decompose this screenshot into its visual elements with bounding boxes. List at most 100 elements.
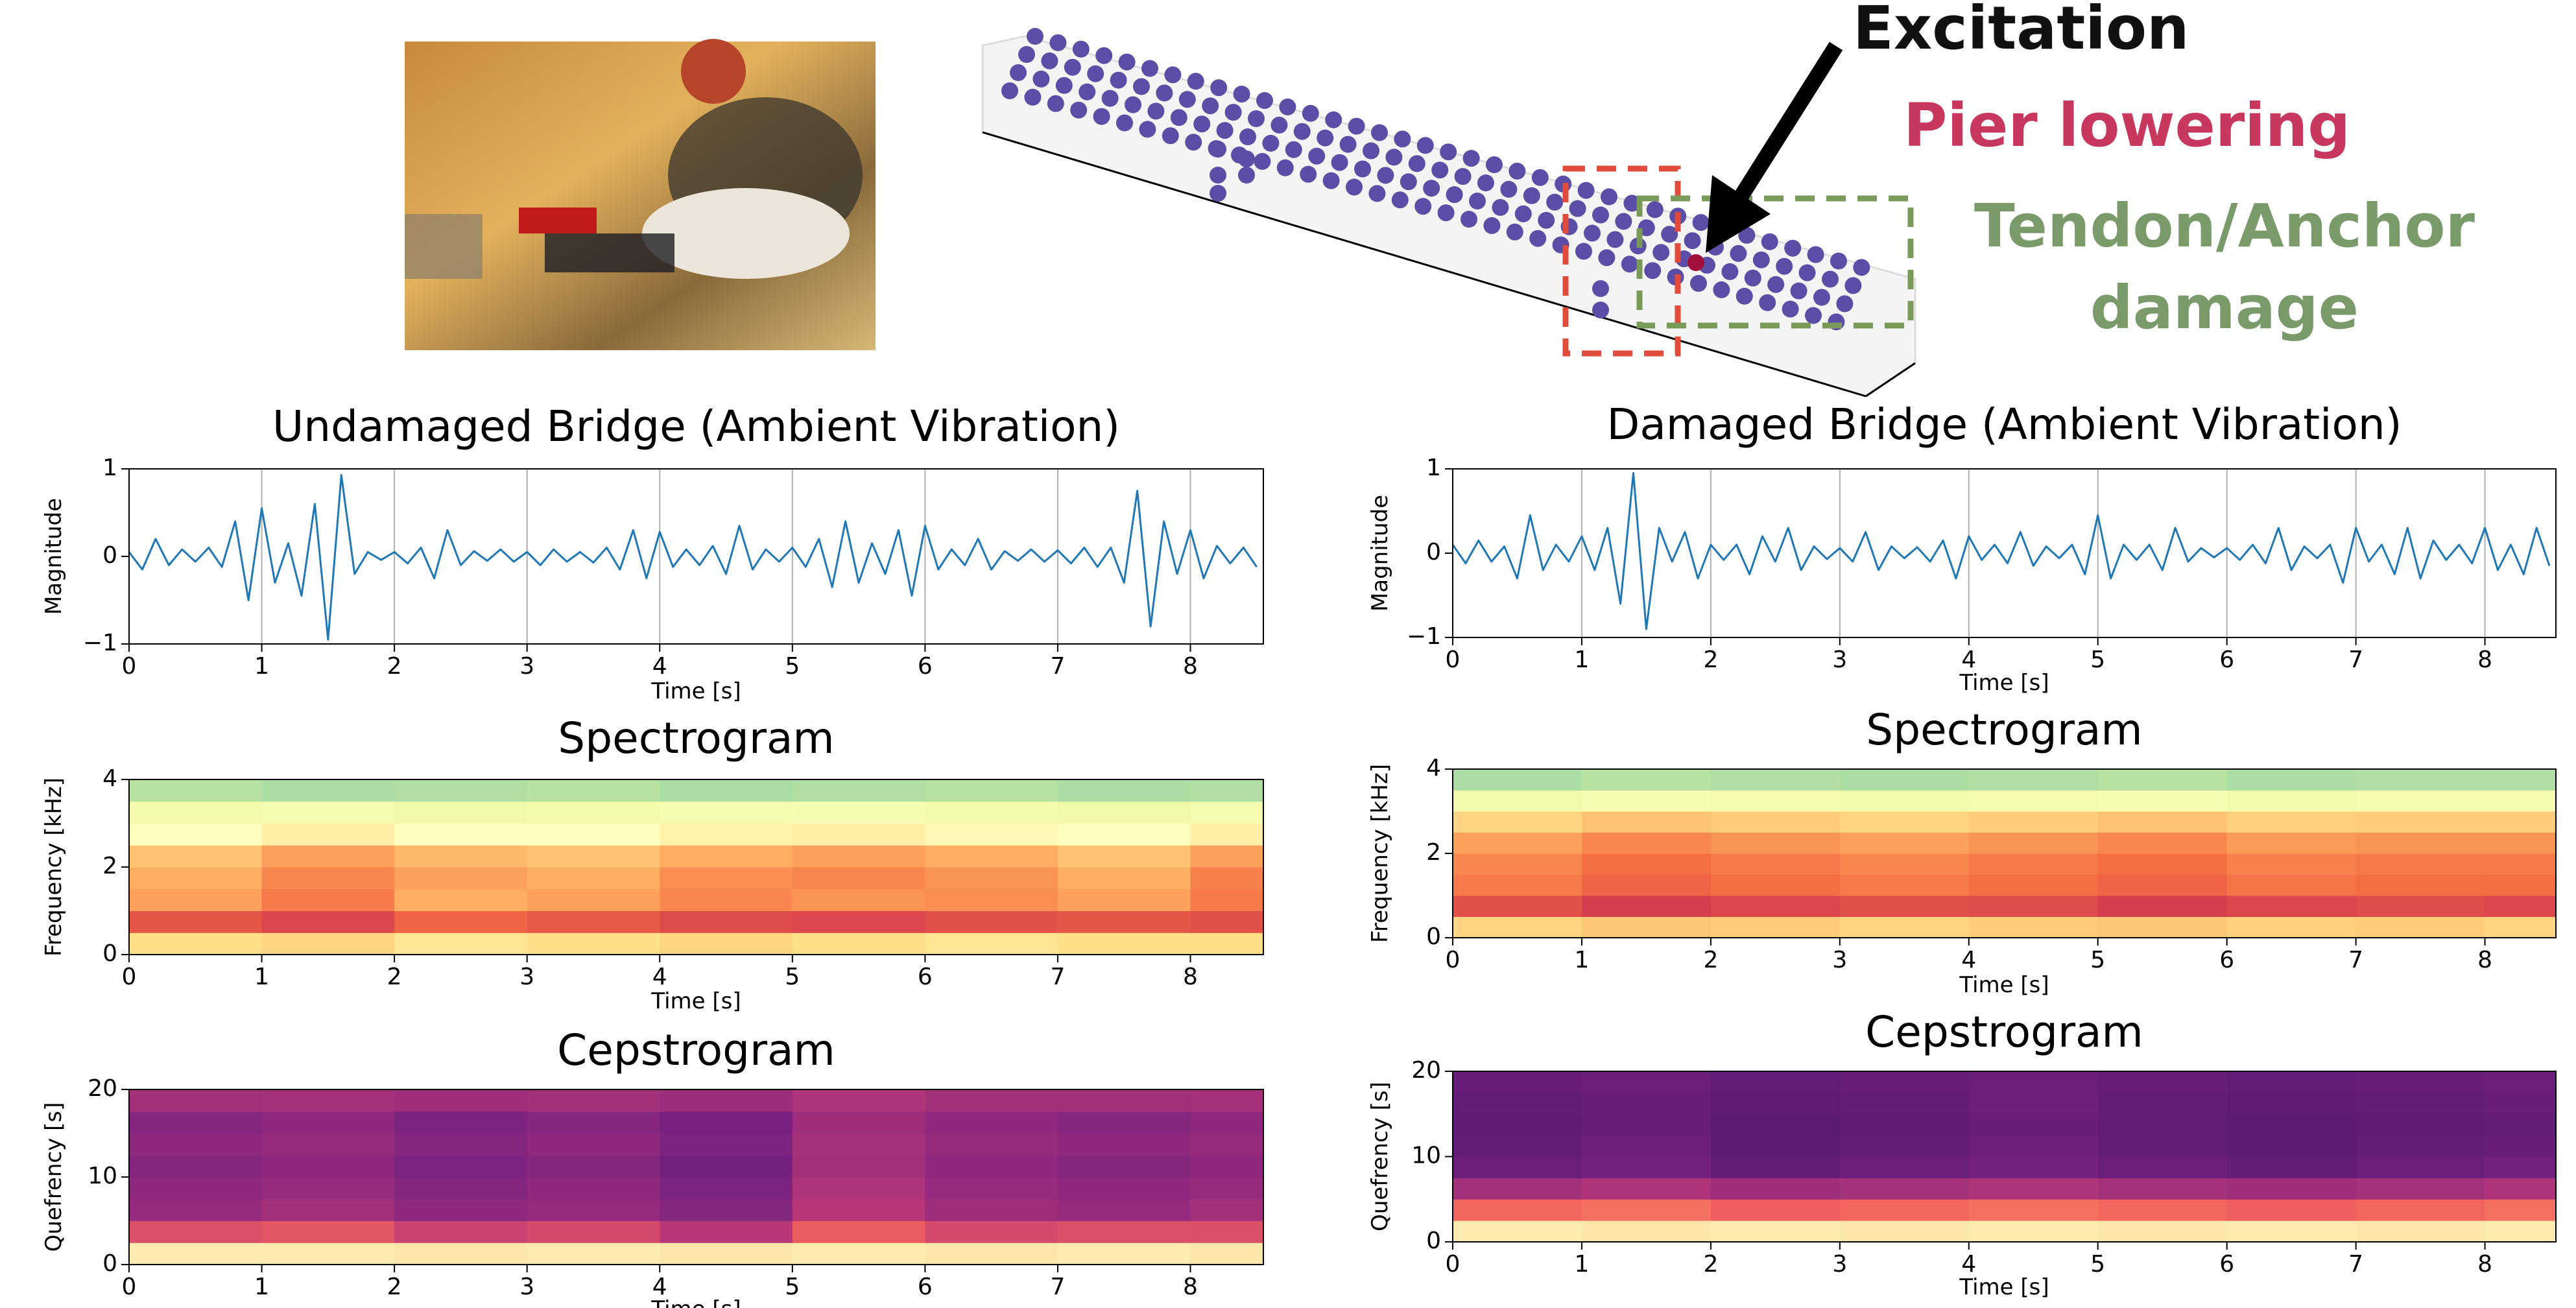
- heatmap-cell: [1840, 833, 1969, 854]
- heatmap-cell: [1969, 1093, 2098, 1114]
- bridge-node: [1759, 294, 1776, 311]
- y-tick-label: 2: [102, 853, 117, 879]
- heatmap-cell: [2485, 1178, 2557, 1199]
- heatmap-cell: [1058, 911, 1191, 933]
- heatmap-cell: [2098, 1157, 2227, 1178]
- heatmap-cell: [925, 779, 1058, 802]
- excitation-label: Excitation: [1853, 0, 2189, 63]
- bridge-node: [1354, 161, 1371, 178]
- heatmap-cell: [1582, 1136, 1711, 1157]
- y-tick-label: 1: [1426, 455, 1441, 481]
- bridge-node: [1064, 59, 1081, 76]
- heatmap-cell: [1058, 1221, 1191, 1243]
- heatmap-cell: [793, 1155, 925, 1177]
- bridge-node: [1323, 172, 1340, 189]
- tendon-label: damage: [2090, 273, 2359, 342]
- heatmap-cell: [2356, 1071, 2485, 1093]
- bridge-node: [1032, 71, 1049, 88]
- bridge-node: [1592, 302, 1609, 318]
- heatmap-cell: [1190, 1155, 1263, 1177]
- bridge-node: [1185, 134, 1202, 150]
- x-tick-label: 2: [1703, 647, 1718, 673]
- heatmap-cell: [925, 1112, 1058, 1134]
- heatmap-cell: [2485, 1136, 2557, 1157]
- heatmap-cell: [2356, 1093, 2485, 1114]
- heatmap-cell: [1190, 889, 1263, 911]
- heatmap-cell: [925, 802, 1058, 824]
- heatmap-cell: [1582, 1178, 1711, 1199]
- bridge-node: [1844, 277, 1861, 294]
- chart: Undamaged Bridge (Ambient Vibration)Time…: [41, 401, 1263, 704]
- x-tick-label: 3: [519, 1274, 534, 1300]
- heatmap-cell: [1058, 933, 1191, 955]
- heatmap-cell: [1840, 853, 1969, 875]
- heatmap-cell: [527, 1155, 660, 1177]
- heatmap-cell: [1711, 1093, 1840, 1114]
- heatmap-cell: [1190, 1089, 1263, 1112]
- bridge-node: [1156, 84, 1173, 101]
- heatmap-cell: [262, 867, 395, 889]
- heatmap-cell: [1453, 853, 1582, 875]
- heatmap-cell: [1969, 917, 2098, 938]
- bridge-node: [1830, 253, 1847, 270]
- x-tick-label: 2: [1703, 1251, 1718, 1278]
- heatmap-cell: [2098, 1136, 2227, 1157]
- heatmap-cell: [1840, 1114, 1969, 1136]
- x-tick-label: 4: [652, 964, 667, 990]
- heatmap-cell: [2356, 1136, 2485, 1157]
- bridge-node: [1440, 143, 1457, 160]
- bridge-node: [1162, 127, 1179, 144]
- heatmap-cell: [1058, 867, 1191, 889]
- heatmap-cell: [793, 1221, 925, 1243]
- waveform: [129, 475, 1257, 639]
- bridge-node: [1095, 47, 1112, 64]
- heatmap-cell: [2098, 917, 2227, 938]
- bridge-node: [1256, 92, 1273, 109]
- bridge-node: [1102, 90, 1119, 107]
- heatmap-cell: [2227, 1071, 2356, 1093]
- excitation-point: [1688, 254, 1704, 271]
- heatmap-cell: [2098, 853, 2227, 875]
- chart-title: Spectrogram: [1866, 705, 2142, 755]
- heatmap-cell: [1453, 875, 1582, 896]
- heatmap-cell: [394, 802, 527, 824]
- heatmap-cell: [1969, 811, 2098, 833]
- heatmap-cell: [394, 1134, 527, 1156]
- heatmap-cell: [1582, 769, 1711, 791]
- heatmap-cell: [394, 824, 527, 846]
- y-tick-label: 10: [1411, 1143, 1441, 1169]
- heatmap-cell: [1190, 779, 1263, 802]
- heatmap-cell: [1190, 1177, 1263, 1199]
- heatmap-cell: [1453, 896, 1582, 917]
- heatmap-cell: [793, 1199, 925, 1221]
- heatmap-cell: [1190, 867, 1263, 889]
- heatmap-cell: [2485, 791, 2557, 812]
- heatmap-cell: [1840, 769, 1969, 791]
- heatmap-cell: [1582, 896, 1711, 917]
- heatmap-cell: [925, 1221, 1058, 1243]
- heatmap-cell: [1453, 1136, 1582, 1157]
- heatmap-cell: [2485, 833, 2557, 854]
- pier-label: Pier lowering: [1903, 91, 2350, 160]
- bridge-node: [1575, 243, 1592, 260]
- x-tick-label: 0: [1446, 1251, 1461, 1278]
- heatmap-cell: [1969, 875, 2098, 896]
- bridge-node: [1414, 198, 1431, 215]
- bridge-node: [1171, 109, 1187, 126]
- bridge-node: [1018, 46, 1035, 63]
- heatmap-cell: [2227, 1220, 2356, 1242]
- heatmap-cell: [660, 824, 793, 846]
- heatmap-cell: [1840, 1220, 1969, 1242]
- heatmap-cell: [394, 933, 527, 955]
- bridge-node: [1110, 72, 1127, 89]
- bridge-node: [1238, 150, 1255, 167]
- heatmap-cell: [1190, 1199, 1263, 1221]
- heatmap-cell: [1969, 833, 2098, 854]
- bridge-node: [1119, 54, 1136, 71]
- heatmap-cell: [2227, 853, 2356, 875]
- heatmap-cell: [1840, 1157, 1969, 1178]
- heatmap-cell: [1711, 1220, 1840, 1242]
- bridge-node: [1056, 77, 1073, 94]
- x-tick-label: 5: [2090, 947, 2105, 973]
- heatmap-cell: [660, 1221, 793, 1243]
